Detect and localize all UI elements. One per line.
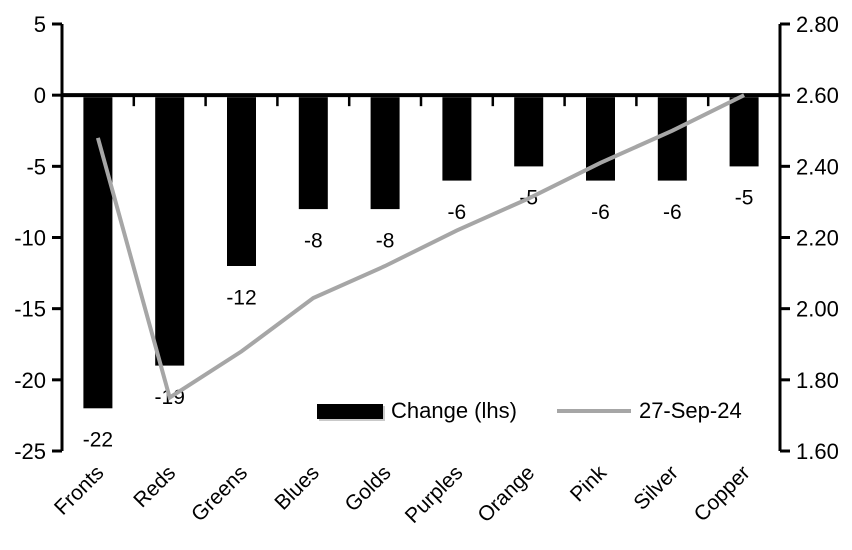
- bar: [657, 97, 687, 181]
- right-axis-tick-label: 2.40: [796, 154, 839, 179]
- bar-data-label: -8: [304, 229, 323, 252]
- bar: [514, 97, 544, 167]
- left-axis-tick-label: -5: [26, 154, 46, 179]
- bar-data-label: -6: [591, 201, 610, 224]
- bar-data-label: -6: [448, 201, 467, 224]
- bar-data-label: -8: [376, 229, 395, 252]
- line-series-swatch: [556, 409, 631, 413]
- category-label: Greens: [187, 461, 252, 526]
- bar: [83, 97, 113, 409]
- bar: [227, 97, 256, 266]
- bar-data-label: -12: [226, 286, 256, 309]
- left-axis-tick-label: -20: [14, 368, 46, 393]
- category-label: Fronts: [50, 461, 108, 519]
- right-axis-tick-label: 2.80: [796, 12, 839, 37]
- category-label: Reds: [129, 461, 180, 512]
- legend-item-line: 27-Sep-24: [556, 398, 742, 423]
- bar: [155, 97, 185, 366]
- right-axis-tick-label: 1.60: [796, 439, 839, 464]
- left-axis-tick-label: -15: [14, 297, 46, 322]
- bar: [729, 97, 759, 167]
- bar-data-label: -22: [83, 429, 113, 452]
- bar-data-label: -5: [735, 187, 754, 210]
- left-axis-tick-label: 0: [34, 83, 46, 108]
- right-axis-tick-label: 1.80: [796, 368, 839, 393]
- legend-label-date: 27-Sep-24: [638, 398, 742, 423]
- right-axis-tick-label: 2.20: [796, 226, 839, 251]
- legend: Change (lhs) 27-Sep-24: [317, 400, 742, 422]
- right-axis-tick-label: 2.60: [796, 83, 839, 108]
- bar: [298, 97, 328, 210]
- category-label: Silver: [629, 461, 682, 514]
- bar: [442, 97, 472, 181]
- line-series: [95, 93, 745, 401]
- category-label: Orange: [473, 461, 539, 527]
- left-axis-tick-label: 5: [34, 12, 46, 37]
- category-label: Golds: [341, 461, 396, 516]
- category-label: Pink: [566, 461, 612, 507]
- bar-series-swatch: [317, 403, 383, 419]
- category-label: Copper: [690, 461, 755, 526]
- bar-data-label: -6: [663, 201, 682, 224]
- left-axis-tick-label: -25: [14, 439, 46, 464]
- legend-item-change: Change (lhs): [317, 400, 517, 422]
- left-axis-tick-label: -10: [14, 226, 46, 251]
- category-label: Purples: [401, 461, 468, 528]
- right-axis-tick-label: 2.00: [796, 297, 839, 322]
- legend-label-change: Change (lhs): [391, 398, 517, 423]
- category-label: Blues: [270, 461, 323, 514]
- bar: [370, 97, 400, 210]
